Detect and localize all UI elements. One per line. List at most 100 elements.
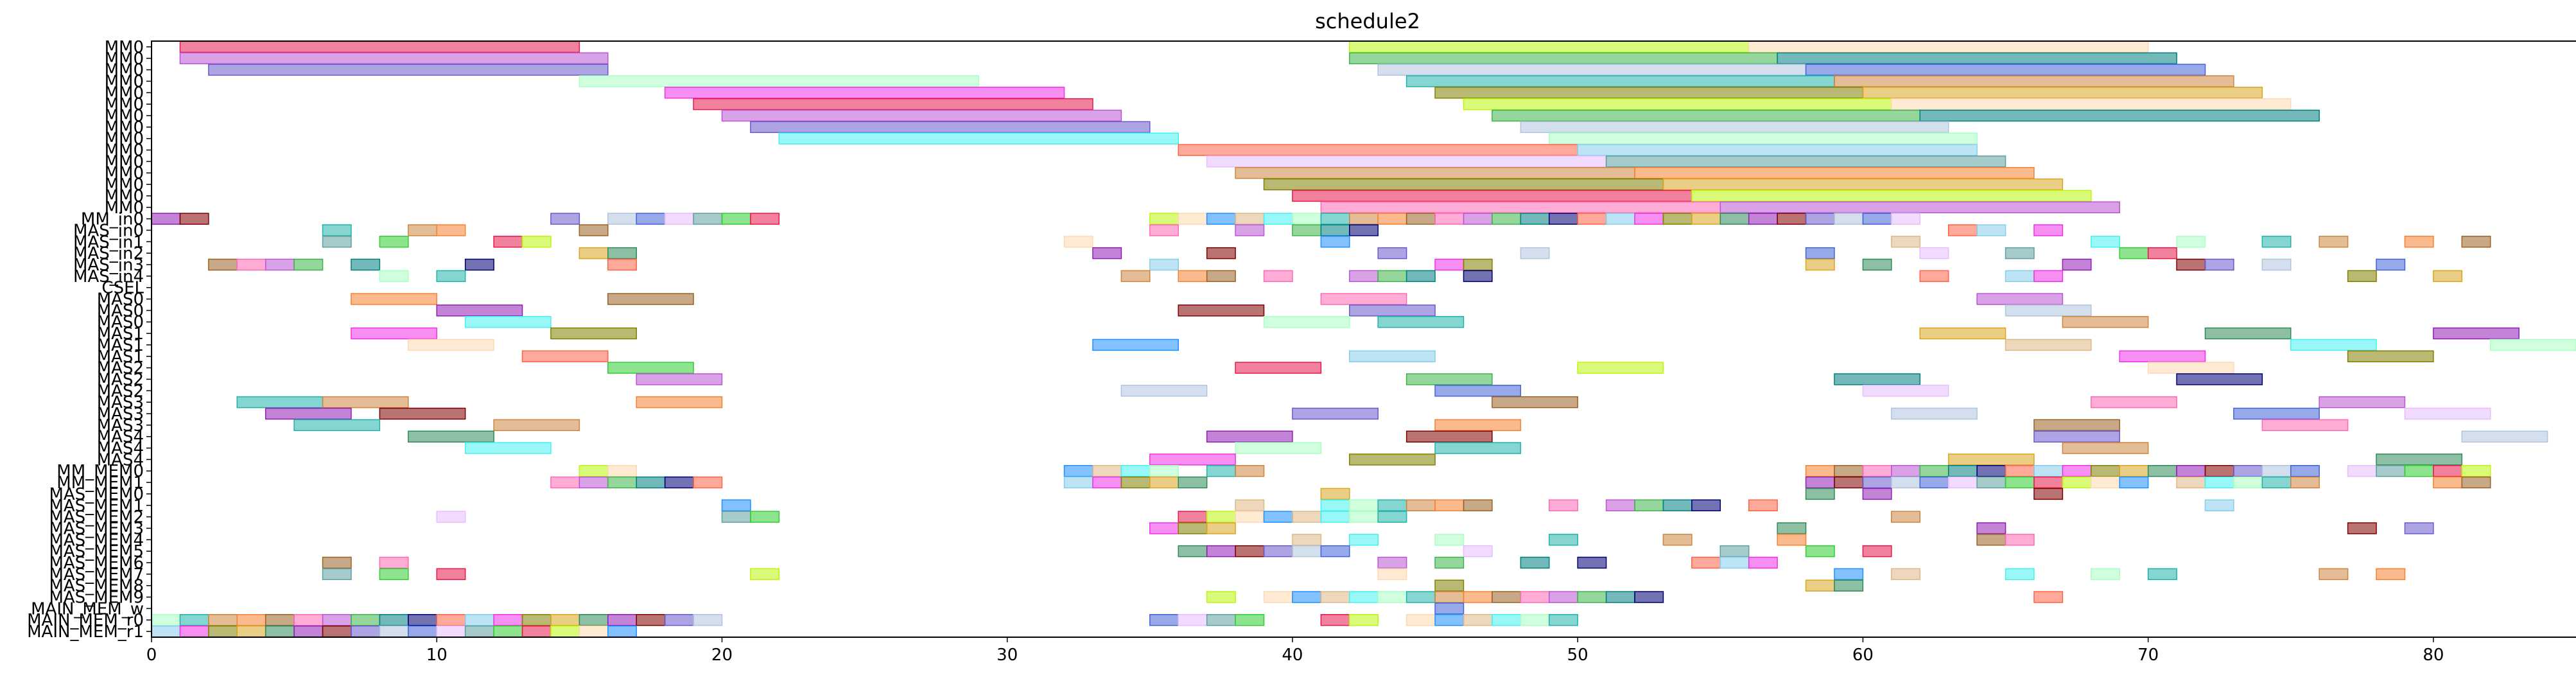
task-bar (2005, 247, 2035, 259)
task-bar (379, 556, 409, 569)
task-bar (179, 614, 209, 626)
task-bar (2461, 430, 2548, 443)
y-tick-label: MAS4 (97, 428, 144, 447)
task-bar (1235, 511, 1265, 523)
task-bar (693, 213, 723, 225)
task-bar (1377, 316, 1465, 328)
task-bar (1919, 327, 2006, 340)
task-bar (1320, 545, 1350, 558)
y-tick-label: MAS_MEM4 (49, 531, 144, 550)
task-bar (1662, 213, 1693, 225)
y-tick-label: MAS_in4 (73, 267, 144, 286)
task-bar (1947, 465, 1978, 477)
task-bar (1976, 476, 2006, 489)
task-bar (1862, 476, 1892, 489)
task-bar (1919, 476, 1949, 489)
task-bar (1320, 224, 1350, 236)
task-bar (664, 476, 694, 489)
x-tick-label: 10 (426, 646, 448, 665)
task-bar (2461, 465, 2491, 477)
chart-title: schedule2 (1315, 9, 1420, 33)
task-bar (1634, 499, 1664, 511)
task-bar (1919, 270, 1949, 283)
y-tick-label: MAS1 (97, 336, 144, 355)
task-bar (1805, 476, 1835, 489)
task-bar (322, 396, 409, 409)
y-tick-label: MM0 (105, 187, 144, 206)
task-bar (1805, 465, 1835, 477)
task-bar (1492, 213, 1522, 225)
task-bar (2404, 407, 2491, 420)
task-bar (1919, 465, 1949, 477)
task-bar (236, 258, 266, 271)
task-bar (636, 614, 666, 626)
task-bar (1263, 316, 1350, 328)
task-bar (1405, 270, 1436, 283)
task-bar (1206, 465, 1236, 477)
y-tick-label: MAS1 (97, 347, 144, 367)
task-bar (550, 476, 580, 489)
task-bar (2261, 476, 2292, 489)
task-bar (1178, 545, 1208, 558)
task-bar (1377, 511, 1407, 523)
y-tick-label: MAIN_MEM_w (31, 599, 144, 619)
task-bar (607, 247, 637, 259)
task-bar (1320, 488, 1350, 500)
task-bar (436, 224, 466, 236)
task-bar (1434, 556, 1465, 569)
task-bar (1434, 614, 1465, 626)
task-bar (1748, 213, 1778, 225)
task-bar (1805, 258, 1835, 271)
task-bar (579, 614, 609, 626)
task-bar (1235, 545, 1265, 558)
task-bar (208, 614, 238, 626)
task-bar (2319, 236, 2349, 248)
task-bar (2204, 258, 2234, 271)
task-bar (1206, 270, 1236, 283)
task-bar (265, 625, 295, 638)
task-bar (1349, 453, 1436, 466)
task-bar (2376, 258, 2406, 271)
task-bar (1377, 499, 1407, 511)
task-bar (1149, 465, 1179, 477)
task-bar (351, 625, 381, 638)
task-bar (2404, 522, 2434, 534)
task-bar (1149, 224, 1179, 236)
task-bar (436, 625, 466, 638)
task-bar (493, 236, 523, 248)
y-tick-label: MAS4 (97, 450, 144, 470)
task-bar (2404, 236, 2434, 248)
y-tick-label: MAS3 (97, 416, 144, 435)
task-bar (408, 430, 494, 443)
task-bar (1405, 591, 1436, 603)
task-bar (2433, 270, 2463, 283)
task-bar (1206, 511, 1236, 523)
task-bar (664, 213, 694, 225)
task-bar (2233, 476, 2263, 489)
task-bar (2062, 316, 2149, 328)
task-bar (1263, 591, 1293, 603)
task-bar (436, 304, 523, 317)
x-tick-label: 20 (711, 646, 733, 665)
y-tick-label: MM0 (105, 49, 144, 69)
task-bar (1292, 534, 1322, 546)
task-bar (2319, 568, 2349, 581)
task-bar (1063, 476, 1093, 489)
task-bar (1377, 591, 1407, 603)
task-bar (464, 258, 494, 271)
task-bar (2033, 224, 2064, 236)
task-bar (1434, 385, 1522, 397)
task-bar (1805, 488, 1835, 500)
task-bar (721, 499, 751, 511)
task-bar (1434, 419, 1522, 432)
task-bar (1320, 201, 1721, 213)
task-bar (2404, 465, 2434, 477)
y-tick-label: MM_in0 (81, 210, 144, 229)
task-bar (179, 625, 209, 638)
task-bar (1520, 247, 1550, 259)
task-bar (1976, 293, 2064, 305)
task-bar (550, 213, 580, 225)
task-bar (1292, 545, 1322, 558)
task-bar (1834, 476, 1864, 489)
y-tick-label: MAS0 (97, 313, 144, 332)
